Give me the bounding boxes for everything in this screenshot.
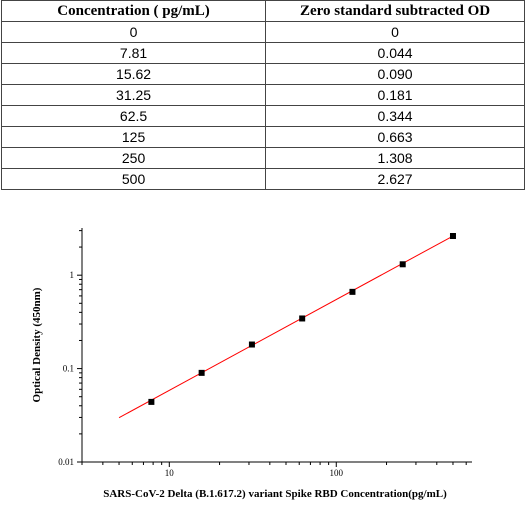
od-cell: 0.344 [265,105,525,127]
od-cell: 2.627 [265,168,525,190]
od-cell: 0.663 [265,126,525,148]
y-axis-label: Optical Density (450nm) [31,287,43,402]
concentration-cell: 500 [0,168,267,190]
table-row: 500 2.627 [0,168,525,190]
table-header-row: Concentration ( pg/mL) Zero standard sub… [0,0,525,22]
data-points [148,233,456,405]
x-axis-label: SARS-CoV-2 Delta (B.1.617.2) variant Spi… [103,488,447,500]
fit-line [118,235,454,419]
concentration-cell: 250 [0,147,267,169]
od-cell: 0 [265,21,525,43]
data-point [198,369,205,376]
column-header-concentration: Concentration ( pg/mL) [0,0,267,22]
x-tick-label: 10 [165,468,175,478]
chart-axes [81,228,472,463]
concentration-cell: 31.25 [0,84,267,106]
chart-ticks: 0.01 0.1 1 10 100 [58,230,467,478]
data-point [449,233,456,240]
od-cell: 0.044 [265,42,525,64]
column-header-od: Zero standard subtracted OD [265,0,525,22]
x-tick-label: 100 [330,468,344,478]
standard-curve-chart: 0.01 0.1 1 10 100 Optical Density (450nm) SA… [31,228,472,500]
y-tick-label: 0.1 [63,364,74,374]
concentration-cell: 62.5 [0,105,267,127]
concentration-cell: 7.81 [0,42,267,64]
table-row: 15.62 0.090 [0,63,525,85]
data-point [299,315,306,322]
table-row: 62.5 0.344 [0,105,525,127]
od-cell: 1.308 [265,147,525,169]
y-tick-label: 1 [70,270,75,280]
table-row: 125 0.663 [0,126,525,148]
concentration-cell: 0 [0,21,267,43]
data-point [148,398,155,405]
concentration-cell: 125 [0,126,267,148]
data-point [399,261,406,268]
data-point [248,341,255,348]
concentration-cell: 15.62 [0,63,267,85]
y-tick-label: 0.01 [58,457,74,467]
table-row: 31.25 0.181 [0,84,525,106]
data-point [349,288,356,295]
table-row: 250 1.308 [0,147,525,169]
od-cell: 0.090 [265,63,525,85]
table-row: 7.81 0.044 [0,42,525,64]
standard-curve-table: Concentration ( pg/mL) Zero standard sub… [0,0,525,190]
od-cell: 0.181 [265,84,525,106]
